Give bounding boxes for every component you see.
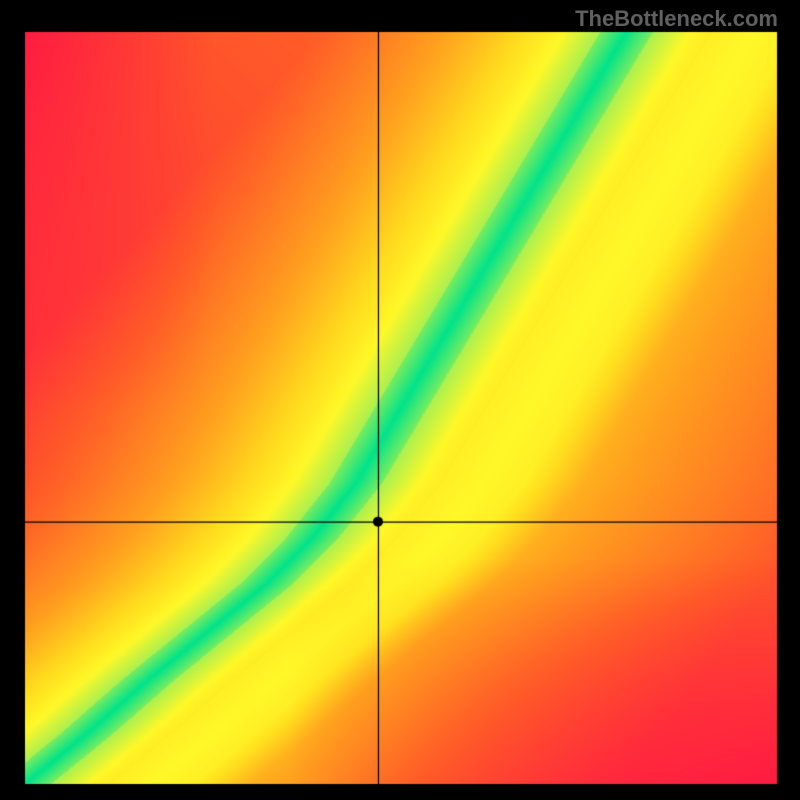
heatmap-canvas <box>0 0 800 800</box>
chart-container: TheBottleneck.com <box>0 0 800 800</box>
watermark-text: TheBottleneck.com <box>575 6 778 32</box>
